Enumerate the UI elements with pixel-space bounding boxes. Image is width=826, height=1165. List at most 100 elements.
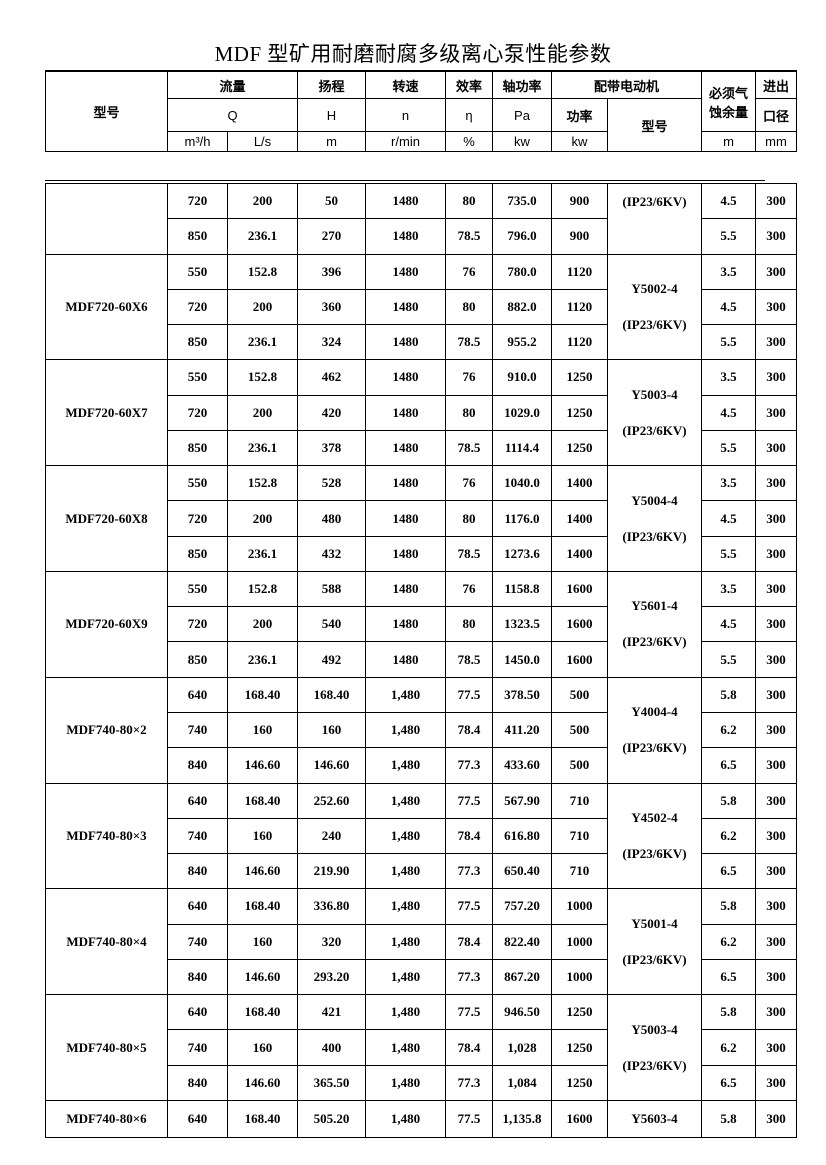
- flow-m3h-cell: 740: [167, 711, 228, 749]
- motor-model-line: (IP23/6KV): [622, 845, 687, 861]
- motor-model-cell: Y4004-4 (IP23/6KV): [607, 676, 702, 784]
- table-row: 850 236.1 492 1480 78.5 1450.0 1600 5.5 300: [46, 641, 797, 678]
- header-npsh: 必须气 蚀余量: [701, 70, 756, 132]
- npsh-cell: 3.5: [701, 465, 756, 502]
- shaft-power-cell: 910.0: [492, 359, 552, 396]
- unit-kw: kw: [492, 131, 552, 152]
- flow-ls-cell: 200: [227, 288, 298, 326]
- motor-model-line: (IP23/6KV): [622, 422, 687, 438]
- efficiency-cell: 77.5: [445, 994, 493, 1031]
- flow-m3h-cell: 740: [167, 817, 228, 855]
- speed-cell: 1480: [365, 429, 446, 467]
- header-model: 型号: [45, 70, 168, 152]
- motor-model-line: (IP23/6KV): [622, 194, 687, 209]
- head-cell: 270: [297, 218, 366, 255]
- head-cell: 528: [297, 465, 366, 502]
- motor-model-cell: Y5001-4 (IP23/6KV): [607, 888, 702, 996]
- unit-rmin: r/min: [365, 131, 446, 152]
- flow-m3h-cell: 840: [167, 958, 228, 996]
- port-cell: 300: [755, 182, 797, 220]
- speed-cell: 1480: [365, 182, 446, 220]
- port-cell: 300: [755, 324, 797, 361]
- flow-ls-cell: 146.60: [227, 853, 298, 890]
- shaft-power-cell: 650.40: [492, 853, 552, 890]
- motor-model-line: Y5601-4: [631, 598, 678, 614]
- speed-cell: 1480: [365, 394, 446, 431]
- shaft-power-cell: 1,135.8: [492, 1099, 552, 1138]
- table-row: 840 146.60 365.50 1,480 77.3 1,084 1250 6.5 300: [46, 1064, 797, 1101]
- npsh-cell: 5.8: [701, 994, 756, 1031]
- npsh-line1: 必须气: [708, 85, 748, 101]
- npsh-cell: 4.5: [701, 182, 756, 220]
- motor-model-line: Y5003-4: [631, 1021, 678, 1037]
- flow-m3h-cell: 840: [167, 747, 228, 784]
- efficiency-cell: 76: [445, 465, 493, 502]
- npsh-cell: 6.5: [701, 747, 756, 784]
- model-cell: MDF740-80×2: [45, 676, 168, 784]
- npsh-cell: 6.5: [701, 1064, 756, 1101]
- table-row: 740 160 240 1,480 78.4 616.80 710 6.2 300: [46, 817, 797, 855]
- port-cell: 300: [755, 853, 797, 890]
- model-cell: MDF720-60X9: [45, 570, 168, 678]
- npsh-cell: 5.5: [701, 641, 756, 678]
- motor-power-cell: 1000: [551, 888, 608, 925]
- flow-ls-cell: 236.1: [227, 218, 298, 255]
- port-cell: 300: [755, 923, 797, 960]
- npsh-cell: 6.2: [701, 923, 756, 960]
- motor-model-line: (IP23/6KV): [622, 316, 687, 332]
- table-row: 840 146.60 293.20 1,480 77.3 867.20 1000 6.5 300: [46, 958, 797, 996]
- npsh-cell: 4.5: [701, 288, 756, 326]
- port-cell: 300: [755, 994, 797, 1031]
- motor-power-cell: 1250: [551, 394, 608, 431]
- flow-m3h-cell: 550: [167, 359, 228, 396]
- speed-cell: 1,480: [365, 853, 446, 890]
- flow-ls-cell: 168.40: [227, 676, 298, 713]
- motor-power-cell: 710: [551, 817, 608, 855]
- table-row: MDF720-60X6 550 152.8 396 1480 76 780.0 1120 Y50…: [45, 253, 797, 361]
- model-cell: MDF740-80×3: [45, 782, 168, 890]
- efficiency-cell: 77.5: [445, 1099, 493, 1138]
- flow-m3h-cell: 850: [167, 218, 228, 255]
- motor-power-cell: 1250: [551, 359, 608, 396]
- shaft-power-cell: 1323.5: [492, 606, 552, 643]
- efficiency-cell: 78.4: [445, 817, 493, 855]
- flow-ls-cell: 168.40: [227, 782, 298, 819]
- shaft-power-cell: 1158.8: [492, 570, 552, 608]
- header-q: Q: [167, 98, 298, 132]
- motor-model-cell: Y4502-4 (IP23/6KV): [607, 782, 702, 890]
- flow-ls-cell: 160: [227, 923, 298, 960]
- efficiency-cell: 78.5: [445, 641, 493, 678]
- efficiency-cell: 78.4: [445, 711, 493, 749]
- head-cell: 146.60: [297, 747, 366, 784]
- port-cell: 300: [755, 747, 797, 784]
- port-cell: 300: [755, 1029, 797, 1066]
- shaft-power-cell: 796.0: [492, 218, 552, 255]
- npsh-cell: 6.5: [701, 958, 756, 996]
- head-cell: 252.60: [297, 782, 366, 819]
- flow-m3h-cell: 740: [167, 923, 228, 960]
- flow-m3h-cell: 720: [167, 606, 228, 643]
- motor-power-cell: 1600: [551, 1099, 608, 1138]
- head-cell: 480: [297, 500, 366, 537]
- speed-cell: 1480: [365, 218, 446, 255]
- table-row: 850 236.1 270 1480 78.5 796.0 900 5.5 300: [46, 218, 797, 255]
- port-cell: 300: [755, 958, 797, 996]
- efficiency-cell: 77.5: [445, 888, 493, 925]
- npsh-cell: 4.5: [701, 606, 756, 643]
- flow-m3h-cell: 850: [167, 324, 228, 361]
- speed-cell: 1,480: [365, 958, 446, 996]
- model-cell: MDF740-80×6: [45, 1099, 168, 1138]
- speed-cell: 1480: [365, 606, 446, 643]
- port-cell: 300: [755, 359, 797, 396]
- shaft-power-cell: 822.40: [492, 923, 552, 960]
- shaft-power-cell: 1176.0: [492, 500, 552, 537]
- shaft-power-cell: 946.50: [492, 994, 552, 1031]
- efficiency-cell: 78.5: [445, 535, 493, 572]
- npsh-cell: 3.5: [701, 253, 756, 290]
- flow-m3h-cell: 640: [167, 1099, 228, 1138]
- motor-power-cell: 1000: [551, 958, 608, 996]
- header-flow: 流量: [167, 70, 298, 99]
- npsh-line2: 蚀余量: [708, 104, 748, 120]
- motor-power-cell: 710: [551, 782, 608, 819]
- table-row: 850 236.1 378 1480 78.5 1114.4 1250 5.5 300: [46, 429, 797, 467]
